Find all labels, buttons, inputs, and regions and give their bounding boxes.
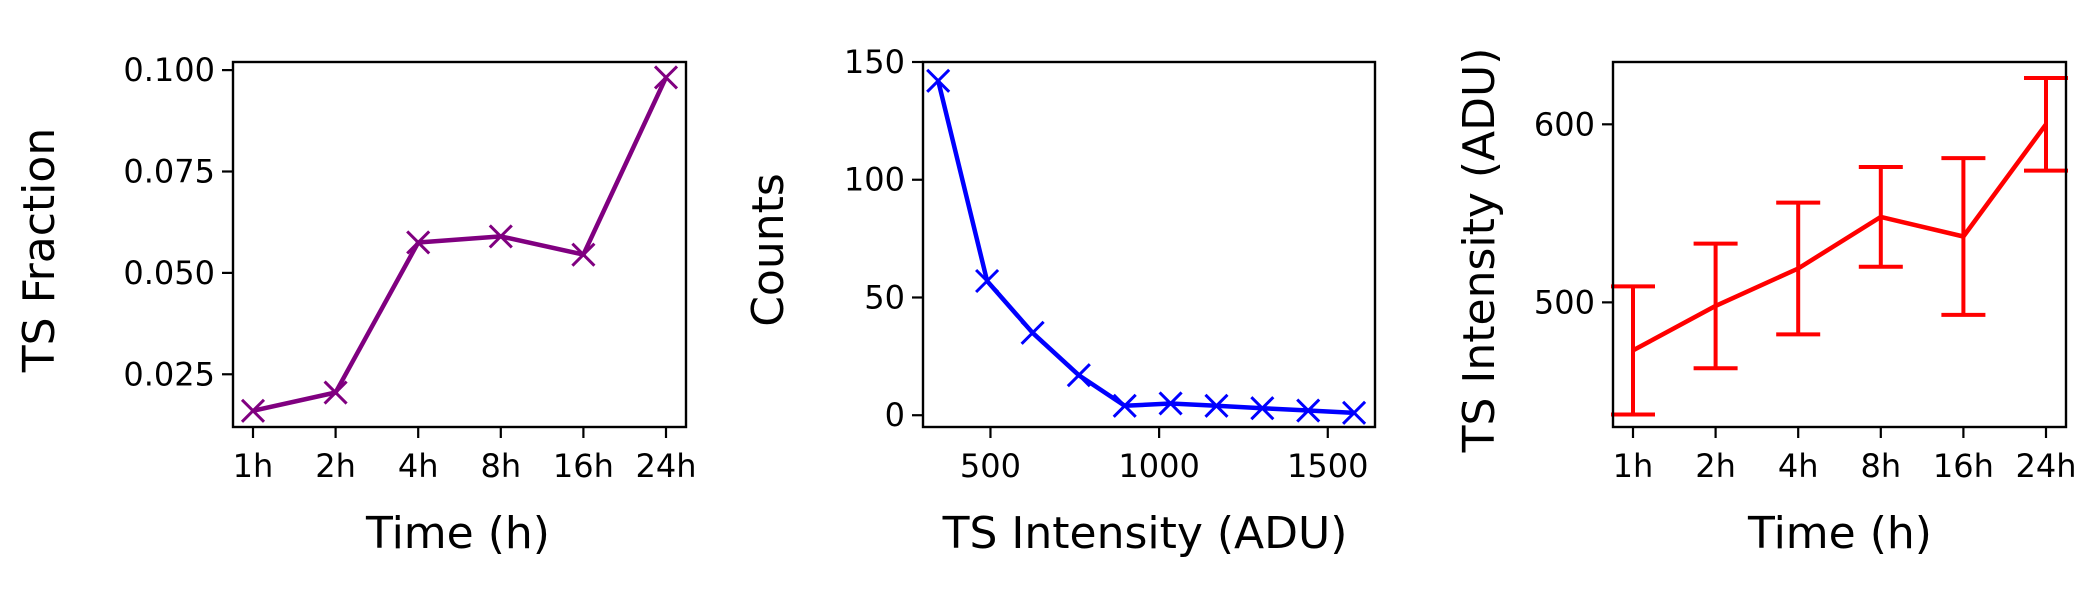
panel-ts-fraction: Time (h) TS Fraction 0.025 0.050 0.075 0.10… — [14, 51, 697, 559]
x-tick-label: 4h — [398, 447, 439, 485]
data-point-marker — [488, 224, 513, 249]
x-axis-title: Time (h) — [365, 508, 550, 559]
plot-frame — [1611, 60, 2068, 429]
series-line — [252, 76, 669, 413]
data-point-marker — [1250, 396, 1275, 421]
x-tick-label: 1h — [233, 447, 274, 485]
series-line — [1631, 122, 2048, 353]
panel-counts: TS Intensity (ADU) Counts 0 50 100 150 500 10… — [743, 43, 1377, 559]
x-tick-label: 16h — [1933, 447, 1994, 485]
y-tick-label: 500 — [1534, 283, 1595, 321]
plot-frame — [921, 60, 1377, 429]
x-tick-label: 1h — [1613, 447, 1654, 485]
y-axis-title: TS Fraction — [14, 128, 65, 373]
x-tick-label: 500 — [960, 447, 1021, 485]
y-tick-label: 50 — [864, 278, 905, 316]
data-point-marker — [571, 242, 596, 267]
data-point-marker — [323, 380, 348, 405]
x-tick-label: 4h — [1778, 447, 1819, 485]
data-point-marker — [653, 65, 679, 90]
series-line — [936, 80, 1355, 416]
x-tick-label: 1500 — [1287, 447, 1368, 485]
data-point-marker — [1158, 391, 1183, 416]
y-tick-label: 100 — [844, 161, 905, 199]
error-bar — [2024, 76, 2068, 173]
x-tick-label: 8h — [480, 447, 521, 485]
error-bar — [1941, 156, 1986, 317]
x-tick-label: 2h — [1695, 447, 1736, 485]
error-bar — [1858, 165, 1903, 269]
y-tick-label: 0 — [885, 396, 905, 434]
y-axis-title: TS Intensity (ADU) — [1454, 48, 1505, 454]
y-tick-label: 0.050 — [123, 254, 215, 292]
x-tick-label: 8h — [1860, 447, 1901, 485]
x-tick-label: 1000 — [1118, 447, 1199, 485]
x-tick-label: 2h — [315, 447, 356, 485]
y-tick-label: 0.100 — [123, 51, 215, 89]
x-axis-title: TS Intensity (ADU) — [942, 508, 1348, 559]
data-point-marker — [1066, 363, 1091, 388]
data-point-marker — [1112, 393, 1137, 418]
x-tick-label: 16h — [553, 447, 614, 485]
x-tick-label: 24h — [2016, 447, 2077, 485]
data-point-marker — [1296, 398, 1321, 423]
x-tick-label: 24h — [636, 447, 697, 485]
data-point-marker — [406, 230, 431, 255]
error-bar — [1776, 200, 1821, 337]
data-point-marker — [1342, 400, 1367, 425]
x-axis-title: Time (h) — [1747, 508, 1932, 559]
data-point-marker — [926, 68, 951, 93]
error-bar — [1611, 284, 1655, 417]
y-tick-label: 0.075 — [123, 153, 215, 191]
data-point-marker — [1020, 320, 1045, 345]
y-tick-label: 0.025 — [123, 355, 215, 393]
panel-ts-intensity: Time (h) TS Intensity (ADU) 500 600 1h 2h 4h… — [1454, 48, 2077, 559]
y-tick-label: 600 — [1534, 105, 1595, 143]
data-point-marker — [975, 268, 1000, 294]
y-axis-title: Counts — [743, 173, 794, 327]
error-bar — [1693, 241, 1738, 371]
y-tick-label: 150 — [844, 43, 905, 81]
data-point-marker — [1204, 393, 1229, 418]
data-point-marker — [240, 398, 266, 423]
plot-frame — [231, 60, 688, 429]
